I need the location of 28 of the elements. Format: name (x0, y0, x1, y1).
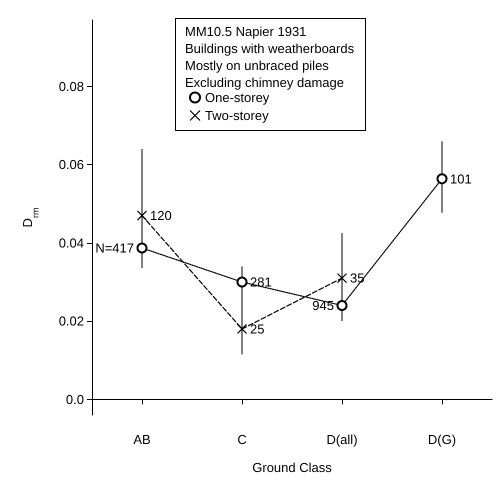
y-tick-label: 0.06 (58, 157, 84, 172)
legend-label: Two-storey (205, 108, 270, 123)
y-tick-label: 0.08 (58, 78, 84, 94)
annotation: 281 (250, 274, 272, 290)
legend-title: MM10.5 Napier 1931 Buildings with weatherboards Mostly on unbraced piles Excluding chimney damage (185, 24, 355, 90)
legend-label: One-storey (205, 90, 270, 105)
point (336, 273, 348, 284)
annotation: 101 (450, 171, 472, 186)
point (136, 210, 148, 221)
point (236, 276, 248, 288)
point (336, 300, 348, 311)
x-tick-label: C (237, 432, 247, 447)
annotation: 120 (150, 208, 172, 224)
point (236, 324, 248, 334)
annotation: 945 (312, 298, 334, 313)
y-tick-label: 0.02 (58, 314, 84, 329)
x-tick-label: D(all) (326, 432, 358, 447)
x-tick-label: D(G) (428, 432, 456, 447)
annotation: 25 (250, 321, 264, 336)
annotation: N=417 (95, 240, 134, 256)
y-tick-label: 0.0 (66, 392, 84, 407)
annotation: 35 (350, 270, 364, 286)
x-tick-label: AB (133, 432, 151, 447)
y-axis-title: Drm (20, 208, 40, 228)
point (136, 242, 148, 254)
x-axis-title: Ground Class (252, 460, 332, 475)
point (436, 173, 448, 184)
y-tick-label: 0.04 (58, 235, 84, 250)
